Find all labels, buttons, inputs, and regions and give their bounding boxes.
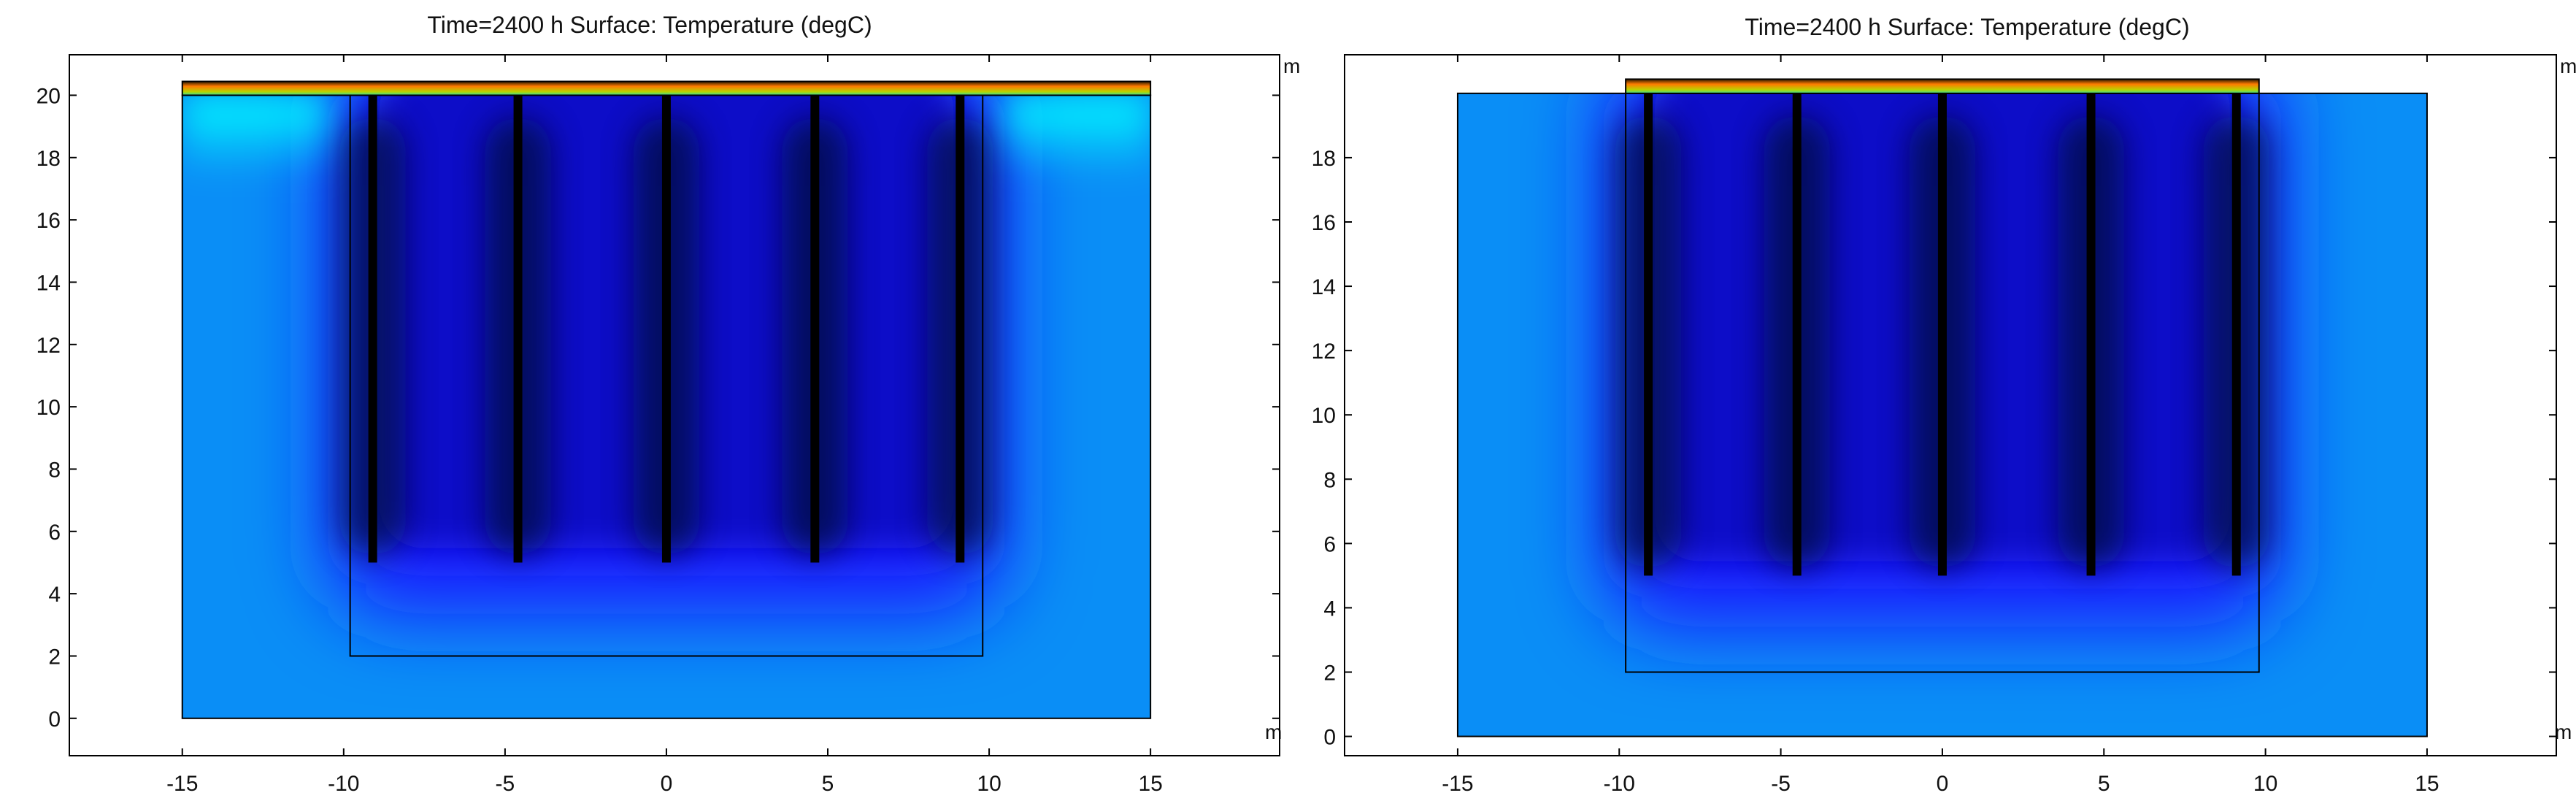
y-tick-label: 2	[1323, 662, 1336, 686]
warm-corner-left	[182, 95, 328, 176]
y-tick-label: 0	[1323, 726, 1336, 750]
x-tick-label: -10	[1604, 772, 1635, 796]
pipe	[368, 95, 377, 563]
y-tick-label: 16	[36, 209, 61, 233]
x-unit-label: m	[1265, 721, 1282, 743]
y-tick-label: 12	[36, 334, 61, 358]
y-unit-label: m	[1283, 55, 1300, 77]
y-tick-label: 4	[48, 583, 61, 607]
pipe	[810, 95, 820, 563]
y-tick-label: 12	[1312, 340, 1336, 364]
pipe	[1644, 93, 1653, 576]
plot-left: Time=2400 h Surface: Temperature (degC) …	[36, 12, 1301, 796]
y-tick-label: 18	[36, 147, 61, 171]
surface-layer	[181, 80, 1152, 96]
plot-right: Time=2400 h Surface: Temperature (degC) …	[1312, 14, 2576, 796]
y-tick-label: 14	[1312, 275, 1336, 299]
x-tick-label: 15	[2415, 772, 2439, 796]
warm-corner-right	[1004, 95, 1151, 176]
x-tick-label: 0	[1937, 772, 1949, 796]
y-tick-label: 6	[48, 521, 61, 545]
pipe	[1792, 93, 1802, 576]
y-tick-label: 6	[1323, 532, 1336, 556]
x-tick-label: 15	[1138, 772, 1162, 796]
y-unit-label: m	[2560, 55, 2576, 77]
plot-title: Time=2400 h Surface: Temperature (degC)	[427, 12, 872, 38]
y-tick-label: 8	[1323, 468, 1336, 492]
x-tick-label: -15	[166, 772, 198, 796]
x-tick-label: -15	[1442, 772, 1473, 796]
x-tick-label: 10	[2253, 772, 2277, 796]
pipe	[513, 95, 523, 563]
x-tick-label: -5	[496, 772, 515, 796]
y-tick-label: 2	[48, 645, 61, 669]
y-tick-label: 10	[1312, 404, 1336, 428]
x-tick-label: -5	[1771, 772, 1791, 796]
x-tick-label: 5	[2098, 772, 2110, 796]
x-unit-label: m	[2555, 721, 2572, 743]
plot-title: Time=2400 h Surface: Temperature (degC)	[1745, 14, 2189, 40]
x-tick-label: -10	[328, 772, 359, 796]
axes-frame	[1344, 54, 2557, 756]
plot-area: -15 -10 -5 0 5 10 15 0 2 4 6 8 10 12 14 16 18 20	[36, 54, 1280, 796]
y-tick-label: 18	[1312, 147, 1336, 171]
pipe	[956, 95, 965, 563]
pipe	[2231, 93, 2241, 576]
x-tick-label: 5	[822, 772, 834, 796]
y-tick-label: 10	[36, 396, 61, 420]
y-tick-label: 16	[1312, 211, 1336, 235]
y-tick-label: 8	[48, 458, 61, 482]
pipe	[661, 95, 671, 563]
pipe	[1937, 93, 1947, 576]
axes-frame	[69, 54, 1280, 756]
x-tick-label: 0	[661, 772, 673, 796]
surface-layer	[1625, 78, 2260, 94]
plot-area: -15 -10 -5 0 5 10 15 0 2 4 6 8 10 12 14 16 18	[1312, 54, 2557, 796]
pipe	[2086, 93, 2096, 576]
y-tick-label: 20	[36, 84, 61, 108]
y-tick-label: 4	[1323, 597, 1336, 621]
y-tick-label: 14	[36, 271, 61, 295]
y-tick-label: 0	[48, 708, 61, 732]
x-tick-label: 10	[977, 772, 1001, 796]
